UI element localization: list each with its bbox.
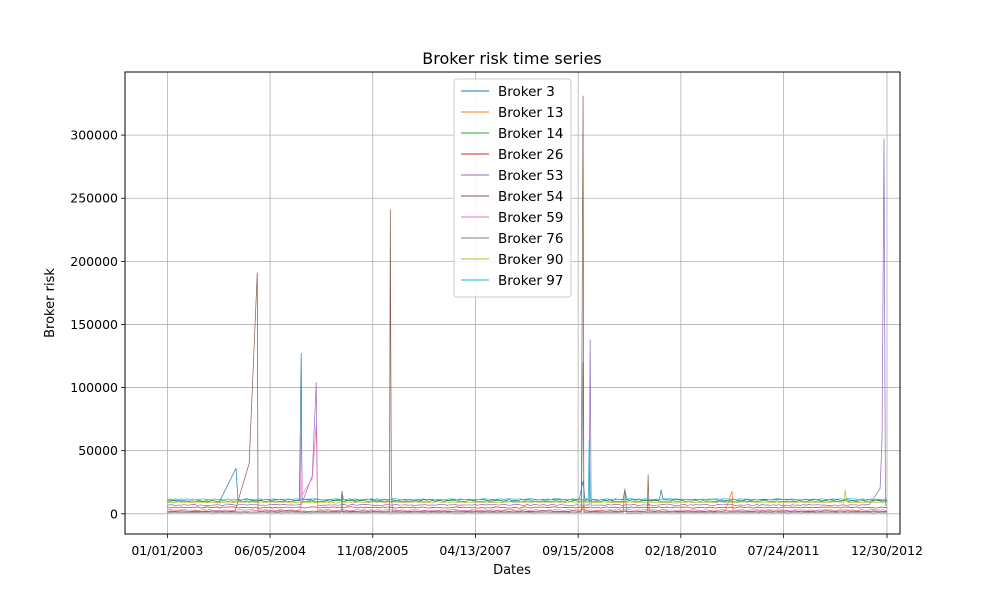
series-line-6 [167,95,888,513]
y-tick-label: 200000 [70,254,118,269]
legend-label: Broker 54 [498,189,563,205]
y-tick-label: 300000 [70,128,118,143]
y-axis-label: Broker risk [43,268,58,338]
legend: Broker 3 Broker 13 Broker 14 Broker 26 Broke… [453,78,572,298]
legend-label: Broker 97 [498,273,563,289]
x-tick-label: 12/30/2012 [851,543,923,558]
series-line-10 [167,438,888,501]
x-axis-label: Dates [493,563,531,578]
legend-label: Broker 59 [498,210,563,226]
x-tick-label: 07/24/2011 [747,543,819,558]
x-tick-label: 09/15/2008 [542,543,614,558]
y-tick-label: 50000 [78,443,118,458]
chart-title: Broker risk time series [422,49,602,68]
series-line-9 [167,489,888,504]
series-line-5 [167,138,887,506]
x-tick-label: 04/13/2007 [439,543,511,558]
legend-label: Broker 13 [498,105,563,121]
x-axis-ticks: 01/01/2003 06/05/2004 11/08/2005 04/13/2007… [131,534,923,558]
y-tick-label: 100000 [70,380,118,395]
series-line-3 [167,500,887,503]
legend-label: Broker 3 [498,84,555,100]
y-tick-label: 150000 [70,317,118,332]
series-line-4 [167,506,888,509]
legend-label: Broker 14 [498,126,563,142]
x-tick-label: 06/05/2004 [234,543,306,558]
legend-label: Broker 26 [498,147,563,163]
plot-frame [124,71,901,535]
y-axis-ticks: 0 50000 100000 150000 200000 250000 300000 [70,128,125,521]
y-tick-label: 250000 [70,191,118,206]
legend-label: Broker 76 [498,231,563,247]
x-tick-label: 01/01/2003 [131,543,203,558]
series-lines [167,95,888,514]
x-tick-label: 11/08/2005 [337,543,409,558]
series-line-1 [167,353,888,503]
series-line-7 [167,425,888,511]
legend-label: Broker 53 [498,168,563,184]
y-tick-label: 0 [110,506,118,521]
legend-label: Broker 90 [498,252,563,268]
series-line-8 [167,361,888,514]
x-tick-label: 02/18/2010 [645,543,717,558]
